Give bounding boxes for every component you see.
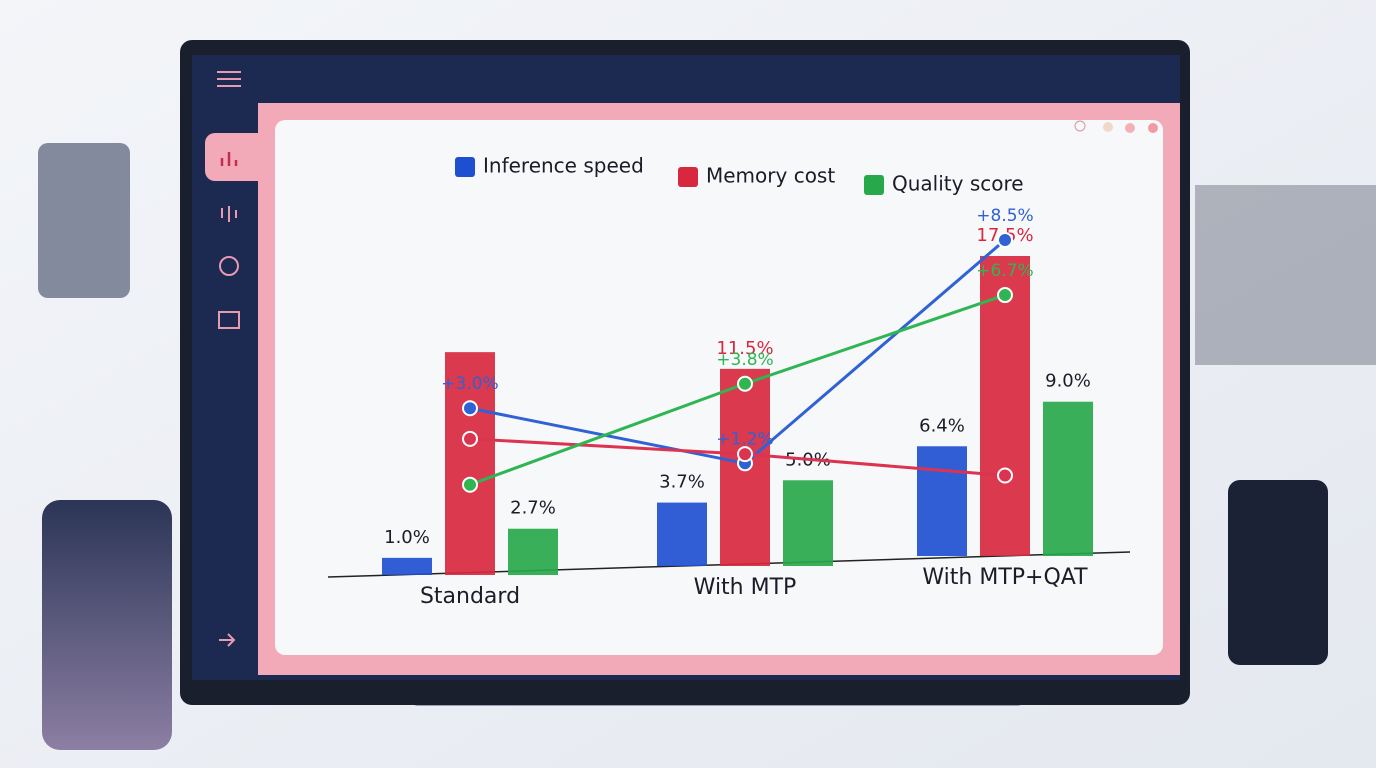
nav-icons [217, 71, 241, 647]
bar-value-label: 9.0% [1045, 371, 1091, 392]
menu-icon[interactable] [217, 71, 241, 87]
legend-swatch [678, 167, 698, 187]
trend-point [997, 467, 1013, 484]
bar-value-label: 2.7% [510, 498, 556, 519]
trend-point [462, 476, 478, 493]
bar [980, 256, 1030, 556]
code-window [1195, 185, 1376, 365]
folder-icon[interactable] [218, 311, 240, 329]
trend-label: +6.7% [976, 261, 1033, 281]
trend-point [997, 232, 1013, 248]
trend-label: +3.8% [716, 350, 773, 370]
legend-label: Memory cost [706, 164, 835, 188]
gear-button[interactable] [1074, 120, 1086, 132]
x-tick-label: Standard [420, 584, 520, 609]
bar [1043, 401, 1093, 556]
bar [382, 557, 432, 575]
x-tick-label: With MTP+QAT [922, 565, 1088, 590]
legend-label: Quality score [892, 172, 1024, 196]
window-dot[interactable] [1103, 122, 1113, 132]
phone-right [1228, 480, 1328, 665]
nav-active[interactable] [205, 133, 270, 181]
trend-point [737, 446, 753, 463]
window-dot[interactable] [1148, 123, 1158, 133]
settings-icon[interactable] [221, 206, 237, 222]
logout-icon[interactable] [219, 633, 236, 647]
bar-value-label: 6.4% [919, 415, 965, 436]
bar [657, 502, 707, 566]
phone-front [42, 500, 172, 750]
bar [445, 352, 495, 575]
bar-value-label: 11.5% [716, 338, 773, 359]
bar [508, 528, 558, 575]
bar-value-label: 1.0% [384, 527, 430, 548]
bar-value-label: 3.7% [659, 472, 705, 493]
chart-icon [220, 152, 238, 166]
trend-label: +3.0% [441, 374, 498, 394]
legend-swatch [864, 175, 884, 195]
trend-point [462, 430, 478, 447]
x-tick-label: With MTP [694, 575, 797, 600]
trend-label: +1.2% [716, 429, 773, 449]
legend-swatch [455, 157, 475, 177]
bar [917, 446, 967, 556]
legend-label: Inference speed [483, 154, 644, 178]
trend-point [737, 375, 753, 392]
window-dot[interactable] [1125, 123, 1135, 133]
trend-point [462, 400, 478, 417]
phone-back [38, 143, 130, 298]
bar [783, 480, 833, 566]
trend-point [997, 287, 1013, 304]
trend-label: +8.5% [976, 206, 1033, 226]
brain-icon[interactable] [219, 256, 239, 276]
